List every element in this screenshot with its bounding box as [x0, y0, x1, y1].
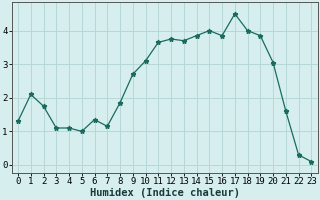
X-axis label: Humidex (Indice chaleur): Humidex (Indice chaleur) [90, 188, 240, 198]
